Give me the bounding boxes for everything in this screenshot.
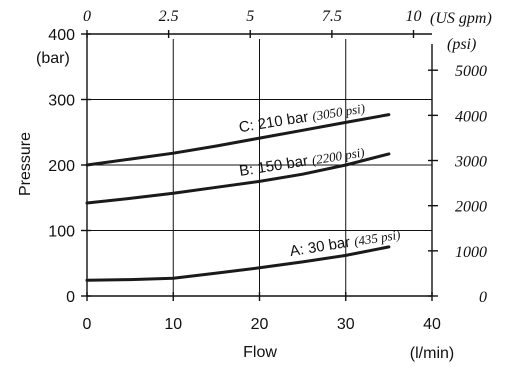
labels: (bar) Pressure Flow (l/min) (US gpm) (ps…: [17, 8, 492, 362]
right-axis-tick-label: 2000: [455, 199, 487, 216]
x-axis-unit: (l/min): [410, 345, 454, 362]
top-axis-tick-label: 0: [83, 8, 91, 25]
curve-c: [85, 113, 391, 167]
series-label-psi: (2200 psi): [311, 144, 366, 167]
y-tick-label: 400: [48, 27, 75, 44]
x-tick-label: 0: [83, 316, 92, 333]
x-axis-title: Flow: [243, 344, 277, 361]
curves: [85, 113, 391, 282]
y-tick-label: 200: [48, 158, 75, 175]
grid-lines: [87, 39, 432, 296]
top-axis-tick-label: 7.5: [322, 8, 342, 25]
x-tick-label: 40: [423, 316, 441, 333]
top-axis-tick-label: 2.5: [159, 8, 179, 25]
y-tick-label: 300: [48, 93, 75, 110]
curve-a: [85, 245, 391, 282]
right-axis-tick-label: 4000: [455, 108, 487, 125]
top-axis-tick-label: 10: [405, 8, 421, 25]
right-axis-tick-label: 0: [479, 289, 487, 306]
y-tick-label: 100: [48, 224, 75, 241]
x-tick-label: 20: [251, 316, 269, 333]
right-axis-tick-label: 1000: [455, 244, 487, 261]
series-label-psi: (435 psi): [353, 227, 401, 249]
right-axis-unit: (psi): [447, 36, 476, 53]
y-tick-label: 0: [66, 289, 75, 306]
right-axis-tick-label: 3000: [454, 154, 487, 171]
y-axis-title: Pressure: [17, 132, 34, 196]
x-tick-label: 10: [164, 316, 182, 333]
curve-b: [85, 152, 391, 205]
right-axis-tick-label: 5000: [455, 63, 487, 80]
y-axis-unit: (bar): [36, 50, 70, 67]
top-axis-tick-label: 5: [246, 8, 254, 25]
top-axis-unit: (US gpm): [430, 10, 492, 27]
x-tick-label: 30: [337, 316, 355, 333]
